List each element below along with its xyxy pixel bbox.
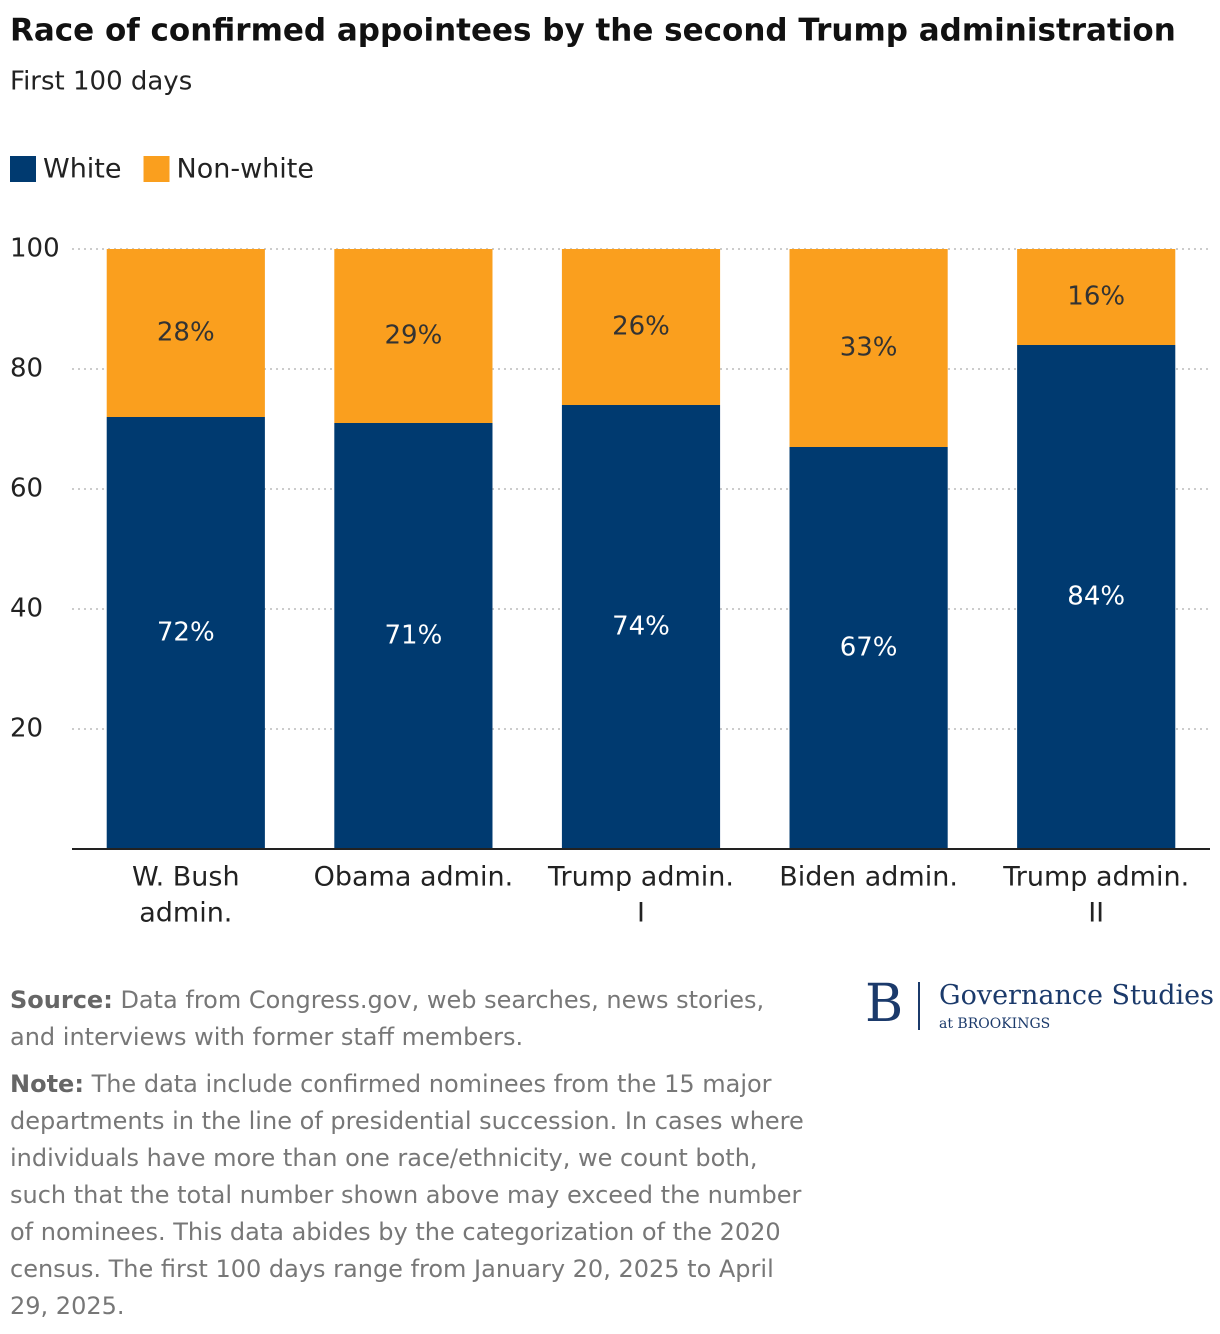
value-label: 33% xyxy=(840,333,898,363)
value-label: 29% xyxy=(385,321,443,351)
bar-segment xyxy=(789,249,948,447)
legend-swatch xyxy=(143,156,170,182)
value-label: 16% xyxy=(1067,282,1125,312)
value-label: 71% xyxy=(385,621,443,651)
value-label: 26% xyxy=(612,312,670,342)
note-text: The data include confirmed nominees from… xyxy=(10,1070,804,1320)
x-tick-label: admin. xyxy=(139,898,232,929)
source-label: Source: xyxy=(10,986,113,1014)
source: Source: Data from Congress.gov, web sear… xyxy=(10,982,810,1056)
y-tick-label: 80 xyxy=(10,354,43,384)
logo-divider xyxy=(918,982,920,1030)
x-tick-label: Trump admin. xyxy=(547,862,734,893)
note: Note: The data include confirmed nominee… xyxy=(10,1066,810,1325)
value-label: 72% xyxy=(157,618,215,648)
x-tick-label: I xyxy=(637,898,645,929)
logo-letter: B xyxy=(865,974,904,1034)
note-label: Note: xyxy=(10,1070,84,1098)
x-tick-label: Biden admin. xyxy=(779,862,958,893)
y-tick-label: 100 xyxy=(10,234,60,264)
source-text: Data from Congress.gov, web searches, ne… xyxy=(10,986,765,1051)
value-label: 84% xyxy=(1067,582,1125,612)
x-tick-label: W. Bush xyxy=(132,862,240,893)
bar-segment xyxy=(334,423,493,849)
legend-label: Non-white xyxy=(177,154,314,185)
y-tick-label: 20 xyxy=(10,714,43,744)
chart-title: Race of confirmed appointees by the seco… xyxy=(10,13,1176,49)
bar-segment xyxy=(561,405,721,849)
bar-segment xyxy=(1017,249,1176,345)
chart: Race of confirmed appointees by the seco… xyxy=(10,13,1210,929)
x-tick-label: Trump admin. xyxy=(1002,862,1189,893)
value-label: 67% xyxy=(840,633,898,663)
value-label: 28% xyxy=(157,318,215,348)
bar-segment xyxy=(106,249,265,417)
chart-subtitle: First 100 days xyxy=(10,67,192,97)
x-tick-label: II xyxy=(1088,898,1104,929)
y-tick-label: 60 xyxy=(10,474,43,504)
bar-segment xyxy=(561,249,721,405)
bar-segment xyxy=(334,249,493,423)
legend-swatch xyxy=(10,156,36,182)
logo-name: Governance Studies xyxy=(939,980,1215,1011)
bar-segment xyxy=(106,417,265,849)
value-label: 74% xyxy=(612,612,670,642)
logo-sub: at BROOKINGS xyxy=(939,1016,1051,1032)
bar-segment xyxy=(789,447,948,849)
y-tick-label: 40 xyxy=(10,594,43,624)
legend-label: White xyxy=(43,154,122,185)
x-tick-label: Obama admin. xyxy=(314,862,514,893)
bar-segment xyxy=(1017,345,1176,849)
